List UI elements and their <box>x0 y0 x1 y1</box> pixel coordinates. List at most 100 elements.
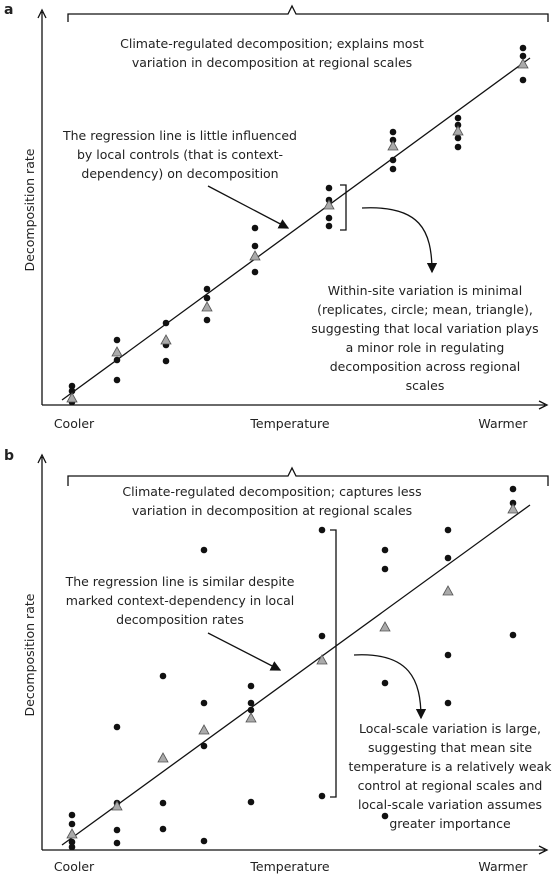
replicate-point <box>325 214 333 222</box>
x-label: Cooler <box>54 859 95 874</box>
replicate-point <box>113 356 121 364</box>
replicate-point <box>509 631 517 639</box>
replicate-point <box>444 554 452 562</box>
text-line: decomposition across regional <box>330 359 521 374</box>
replicate-point <box>389 156 397 164</box>
shape <box>66 58 529 403</box>
text-line: variation in decomposition at regional s… <box>132 55 412 70</box>
x-label: Cooler <box>54 416 95 431</box>
bracket <box>340 184 347 231</box>
replicate-point <box>389 128 397 136</box>
replicate-point <box>68 820 76 828</box>
text-line: decomposition rates <box>116 612 244 627</box>
points <box>66 44 529 406</box>
text-line: Within-site variation is minimal <box>328 283 522 298</box>
regression-line <box>61 504 531 846</box>
replicate-point <box>454 121 462 129</box>
text-line: Local-scale variation is large, <box>359 721 541 736</box>
replicate-point <box>454 134 462 142</box>
replicate-point <box>159 672 167 680</box>
text-line: dependency) on decomposition <box>81 166 278 181</box>
replicate-point <box>444 526 452 534</box>
replicate-point <box>381 812 389 820</box>
replicate-point <box>203 285 211 293</box>
replicate-point <box>113 376 121 384</box>
replicate-point <box>68 811 76 819</box>
replicate-point <box>200 837 208 845</box>
line-note: The regression line is similar despite ma… <box>65 574 295 627</box>
replicate-point <box>519 52 527 60</box>
replicate-point <box>444 699 452 707</box>
replicate-point <box>389 136 397 144</box>
shape <box>66 503 519 839</box>
replicate-point <box>251 268 259 276</box>
replicate-point <box>454 143 462 151</box>
replicate-point <box>251 224 259 232</box>
arrow <box>207 185 290 229</box>
text-line: local-scale variation assumes <box>358 797 542 812</box>
replicate-point <box>200 699 208 707</box>
text-line: variation in decomposition at regional s… <box>132 503 412 518</box>
bracket <box>330 529 337 798</box>
replicate-point <box>509 485 517 493</box>
replicate-point <box>203 316 211 324</box>
text-line: Climate-regulated decomposition; capture… <box>122 484 421 499</box>
axes <box>37 453 549 855</box>
replicate-point <box>162 319 170 327</box>
replicate-point <box>162 357 170 365</box>
replicate-point <box>381 679 389 687</box>
text-line: (replicates, circle; mean, triangle), <box>317 302 533 317</box>
arrow <box>361 207 438 274</box>
replicate-point <box>200 546 208 554</box>
text-line: The regression line is little influenced <box>62 128 297 143</box>
replicate-point <box>509 499 517 507</box>
site-note: Local-scale variation is large, suggestin… <box>349 721 553 831</box>
top-note: Climate-regulated decomposition; capture… <box>122 484 421 518</box>
x-label: Warmer <box>478 859 528 874</box>
regression-line <box>61 57 531 401</box>
site-note: Within-site variation is minimal (replica… <box>311 283 538 393</box>
replicate-point <box>68 387 76 395</box>
arrow <box>207 632 282 671</box>
replicate-point <box>68 843 76 851</box>
replicate-point <box>318 632 326 640</box>
replicate-point <box>159 825 167 833</box>
replicate-point <box>519 76 527 84</box>
panel-label: a <box>4 2 13 18</box>
replicate-point <box>113 336 121 344</box>
top-note: Climate-regulated decomposition; explain… <box>120 36 424 70</box>
brace <box>67 466 549 486</box>
replicate-point <box>247 706 255 714</box>
points <box>66 485 519 851</box>
replicate-point <box>113 723 121 731</box>
line-note: The regression line is little influenced… <box>62 128 297 181</box>
text-line: control at regional scales and <box>358 778 543 793</box>
y-label: Decomposition rate <box>22 593 37 716</box>
panel-b: b Decomposition rate Cooler Temperature … <box>4 448 552 874</box>
replicate-point <box>200 742 208 750</box>
replicate-point <box>68 838 76 846</box>
text-line: scales <box>406 378 445 393</box>
replicate-point <box>113 839 121 847</box>
text-line: greater importance <box>389 816 511 831</box>
arrow <box>353 654 427 720</box>
replicate-point <box>381 546 389 554</box>
replicate-point <box>318 792 326 800</box>
y-label: Decomposition rate <box>22 148 37 271</box>
replicate-point <box>325 184 333 192</box>
text-line: suggesting that local variation plays <box>311 321 538 336</box>
replicate-point <box>381 565 389 573</box>
replicate-point <box>68 382 76 390</box>
replicate-point <box>251 242 259 250</box>
text-line: temperature is a relatively weak <box>349 759 553 774</box>
replicate-point <box>389 165 397 173</box>
replicate-point <box>444 651 452 659</box>
x-label: Temperature <box>249 859 329 874</box>
replicate-point <box>247 699 255 707</box>
text-line: suggesting that mean site <box>368 740 532 755</box>
x-label: Warmer <box>478 416 528 431</box>
replicate-point <box>318 526 326 534</box>
text-line: Climate-regulated decomposition; explain… <box>120 36 424 51</box>
replicate-point <box>325 222 333 230</box>
